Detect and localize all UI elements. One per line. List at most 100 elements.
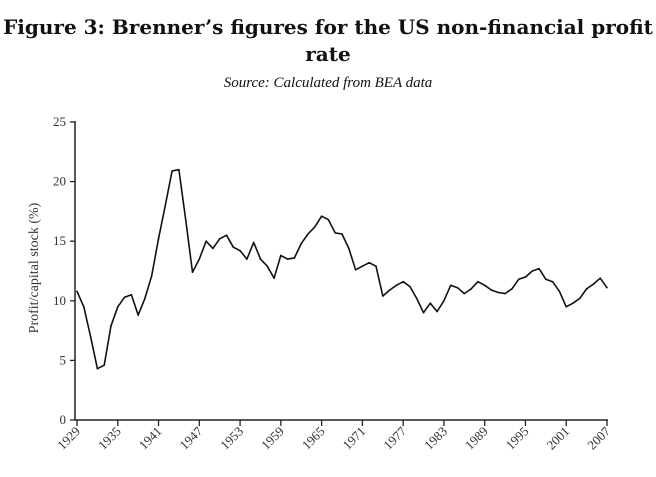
data-point [184,218,187,221]
data-point [585,288,588,290]
data-point [524,276,527,278]
data-point [504,292,506,295]
data-point [334,232,337,234]
data-point [314,226,316,228]
data-point [232,246,235,248]
y-tick-label: 0 [60,412,67,427]
data-point [110,325,112,327]
data-point [402,280,404,283]
data-point [354,269,357,271]
data-point [565,305,568,308]
data-point [320,215,323,217]
data-point [551,280,554,283]
data-point [157,238,160,240]
data-point [517,278,520,281]
chart-title-line-2: rate [305,42,351,66]
x-tick-label: 1989 [462,424,491,453]
data-point [375,265,377,268]
data-point [490,289,493,291]
x-tick-label: 1941 [136,424,165,453]
data-point [409,285,411,288]
data-point [246,258,248,260]
x-tick-label: 1983 [421,424,450,453]
x-tick-label: 1935 [95,424,124,453]
data-point [205,240,207,242]
data-point [477,280,479,283]
y-axis-title: Profit/capital stock (%) [27,202,42,333]
data-point [178,168,180,171]
data-point [599,277,602,279]
y-tick-label: 15 [53,233,66,248]
data-point [252,241,255,244]
data-point [443,300,445,302]
data-point [538,267,540,270]
data-point [395,284,398,287]
data-point [497,291,500,294]
data-point [293,257,296,259]
data-point [300,242,303,245]
chart-title: Figure 3: Brenner’s figures for the US n… [0,14,656,68]
data-point [449,284,452,287]
x-tick-label: 1965 [299,424,328,453]
data-point [225,234,228,237]
x-tick-label: 1959 [258,424,287,453]
data-point [144,297,146,300]
data-point [592,283,595,285]
data-point [218,238,221,240]
chart-title-line-1: Figure 3: Brenner’s figures for the US n… [3,15,653,39]
data-point [273,277,275,279]
data-point [259,258,262,260]
data-point [415,297,418,300]
data-point [82,305,85,308]
data-point [123,296,126,299]
data-point [558,290,561,293]
data-point [436,310,438,313]
x-tick-label: 2001 [543,424,572,453]
chart-subtitle: Source: Calculated from BEA data [223,75,433,91]
data-point [327,218,330,221]
x-tick-label: 1977 [380,423,409,452]
data-point [198,258,201,260]
x-tick-label: 2007 [584,423,613,452]
x-tick-label: 1947 [176,423,205,452]
data-point [76,290,78,293]
data-point [171,170,173,172]
profit-rate-line [76,168,608,370]
x-tick-label: 1953 [217,424,246,453]
y-tick-label: 25 [53,114,66,129]
data-point [89,335,92,338]
data-point [381,295,384,297]
data-point [456,286,459,289]
x-tick-label: 1929 [54,424,83,453]
data-point [463,292,466,295]
data-point [280,254,282,257]
data-point [579,297,581,300]
data-point [341,233,343,235]
data-point [531,270,534,272]
data-point [606,286,608,289]
data-point [164,204,167,207]
data-point [347,247,350,250]
data-point [422,311,425,314]
data-point [361,265,364,268]
data-point [286,258,289,260]
data-point [191,271,194,273]
x-tick-label: 1971 [340,424,369,453]
y-tick-label: 5 [60,352,67,367]
data-point [483,284,486,287]
data-point [212,247,214,250]
data-point [511,288,513,290]
data-point [116,305,119,308]
data-point [470,288,472,290]
data-point [388,289,391,291]
data-point [368,261,370,264]
x-tick-label: 1995 [503,424,532,453]
data-point [307,233,309,235]
data-point [103,364,105,366]
data-point [137,314,139,316]
data-point [130,294,133,296]
data-point [150,274,153,277]
data-point [266,265,269,268]
data-point [429,302,432,304]
